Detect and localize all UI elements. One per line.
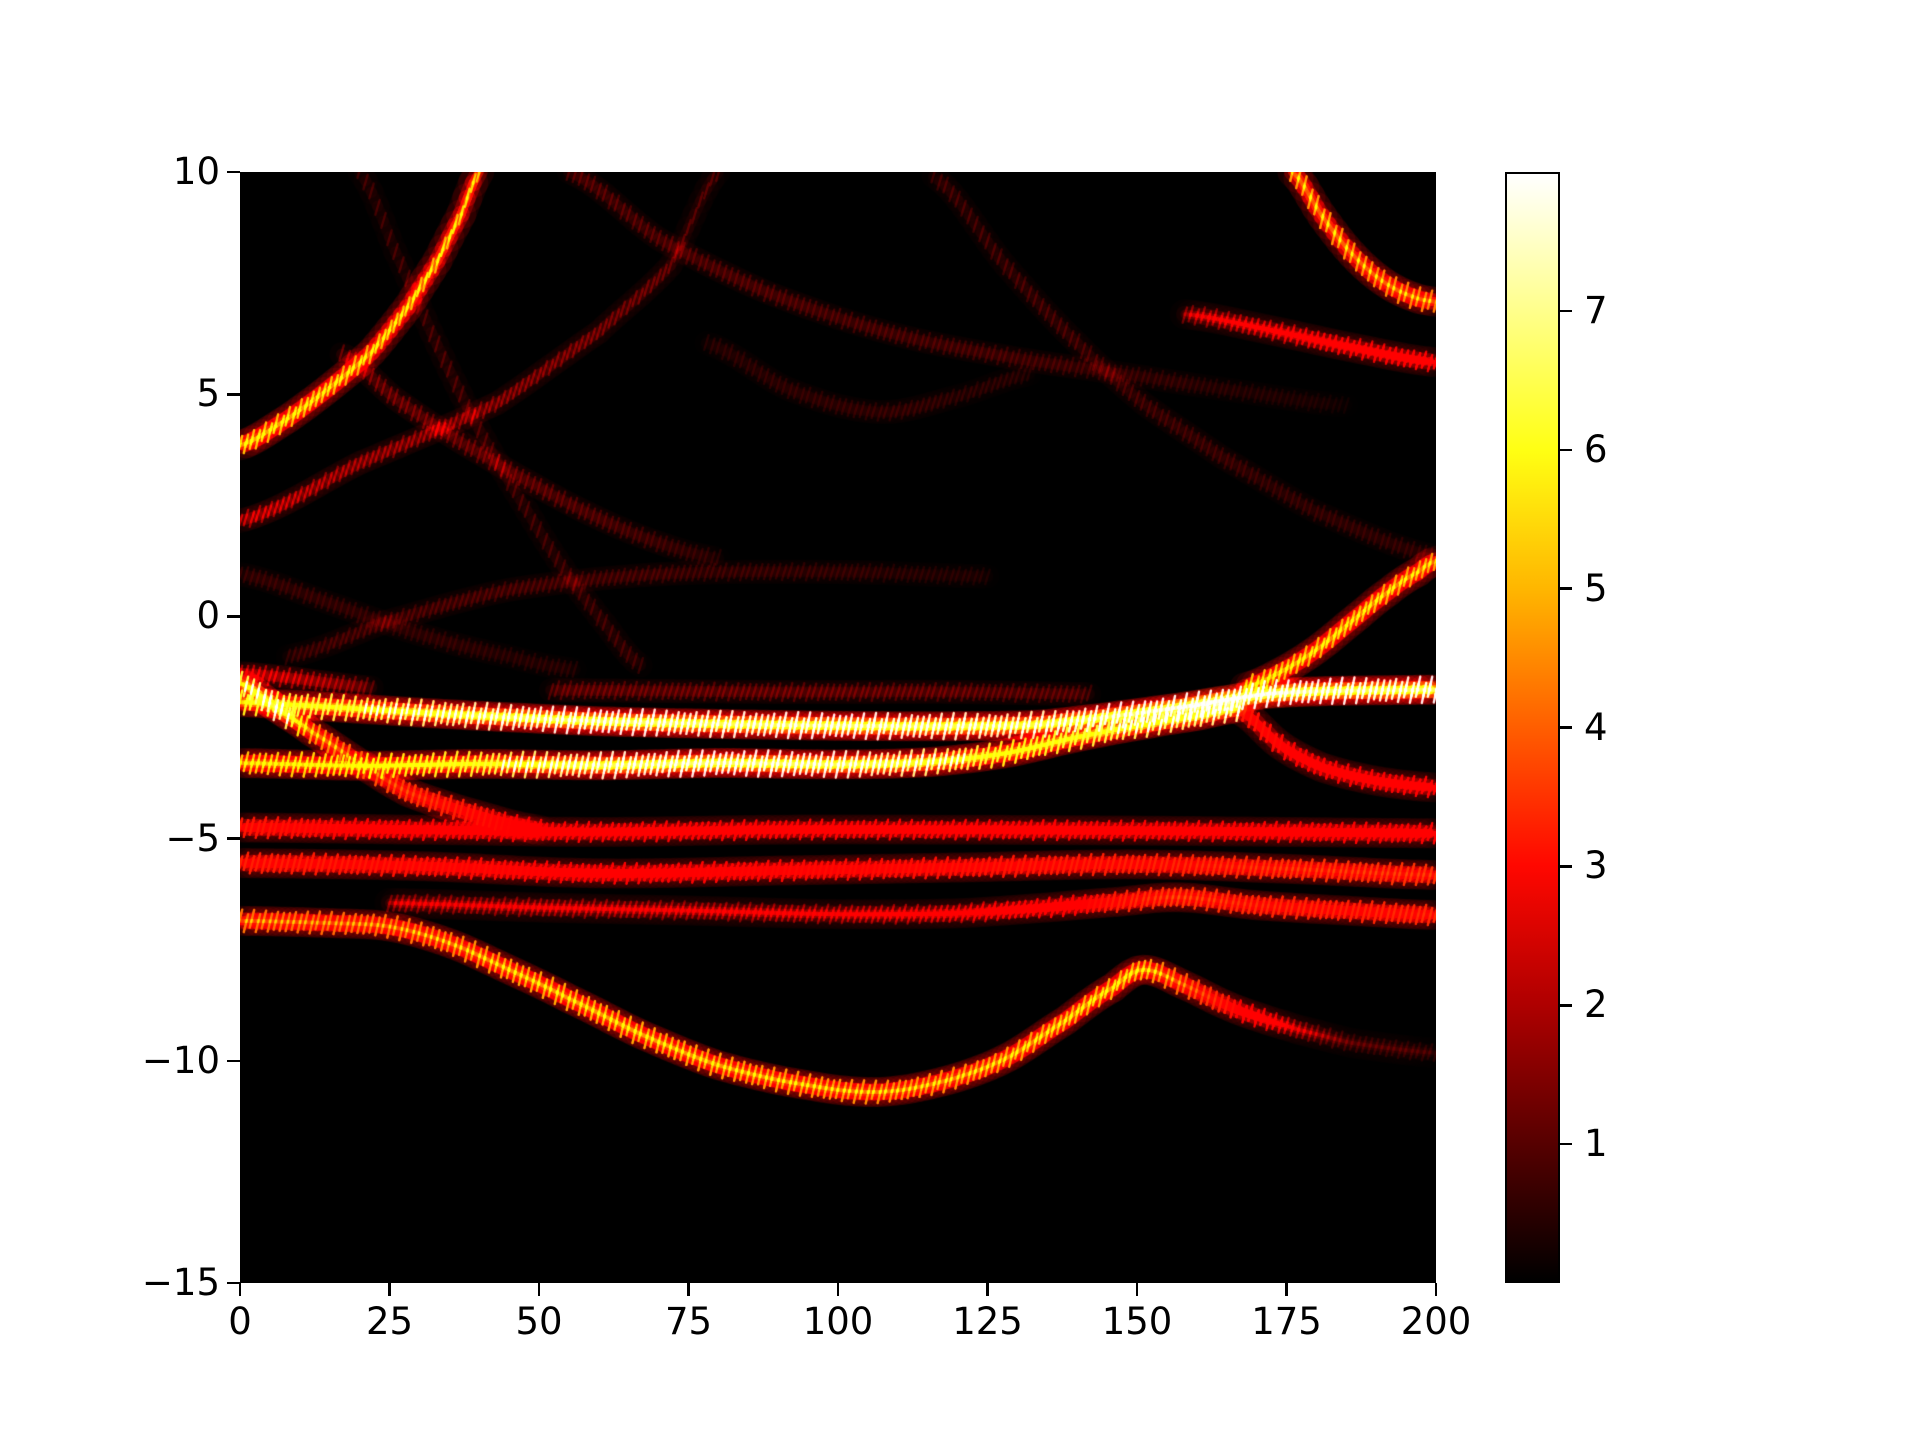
colorbar-tick-label: 2 bbox=[1584, 983, 1608, 1027]
x-tick-label: 100 bbox=[802, 1300, 874, 1343]
colorbar-tick-label: 4 bbox=[1584, 705, 1608, 749]
y-tick-label: −5 bbox=[165, 816, 220, 860]
x-tick bbox=[836, 1283, 840, 1296]
x-tick-label: 50 bbox=[515, 1300, 563, 1343]
x-tick-label: 75 bbox=[664, 1300, 713, 1343]
x-tick bbox=[1135, 1283, 1139, 1296]
x-tick bbox=[1285, 1283, 1288, 1296]
y-tick bbox=[227, 837, 240, 840]
colorbar-tick-label: 5 bbox=[1584, 566, 1608, 610]
colorbar-tick bbox=[1560, 726, 1572, 729]
x-tick bbox=[388, 1283, 391, 1296]
x-tick bbox=[238, 1283, 242, 1296]
y-tick-label: −15 bbox=[141, 1261, 220, 1304]
colorbar-gradient bbox=[1505, 172, 1560, 1283]
y-tick bbox=[227, 170, 240, 174]
colorbar-tick bbox=[1560, 448, 1572, 452]
y-tick-label: 10 bbox=[172, 150, 220, 193]
colorbar-tick-label: 1 bbox=[1584, 1122, 1608, 1166]
colorbar-tick bbox=[1560, 309, 1572, 313]
colorbar-tick-label: 3 bbox=[1584, 844, 1608, 888]
colorbar-tick bbox=[1560, 1142, 1572, 1146]
y-tick-label: −10 bbox=[141, 1038, 220, 1082]
colorbar-tick-label: 6 bbox=[1584, 427, 1608, 471]
y-tick bbox=[227, 615, 240, 618]
y-tick bbox=[227, 1281, 240, 1285]
x-tick bbox=[986, 1283, 989, 1296]
plot-area bbox=[240, 172, 1436, 1283]
x-tick-label: 175 bbox=[1251, 1300, 1322, 1343]
x-tick-label: 0 bbox=[228, 1300, 252, 1343]
x-tick-label: 150 bbox=[1101, 1300, 1173, 1343]
heatmap-canvas bbox=[240, 172, 1436, 1283]
colorbar-tick bbox=[1560, 1004, 1572, 1007]
colorbar-tick bbox=[1560, 865, 1572, 868]
x-tick bbox=[537, 1283, 541, 1296]
colorbar-tick-label: 7 bbox=[1584, 288, 1608, 332]
y-tick-label: 0 bbox=[196, 594, 220, 638]
y-tick bbox=[227, 393, 240, 396]
colorbar-tick bbox=[1560, 587, 1572, 590]
x-tick-label: 200 bbox=[1400, 1300, 1472, 1343]
x-tick-label: 25 bbox=[365, 1300, 414, 1343]
y-tick-label: 5 bbox=[196, 372, 220, 416]
x-tick bbox=[687, 1283, 690, 1296]
x-tick bbox=[1434, 1283, 1438, 1296]
y-tick bbox=[227, 1059, 240, 1063]
x-tick-label: 125 bbox=[952, 1300, 1023, 1343]
